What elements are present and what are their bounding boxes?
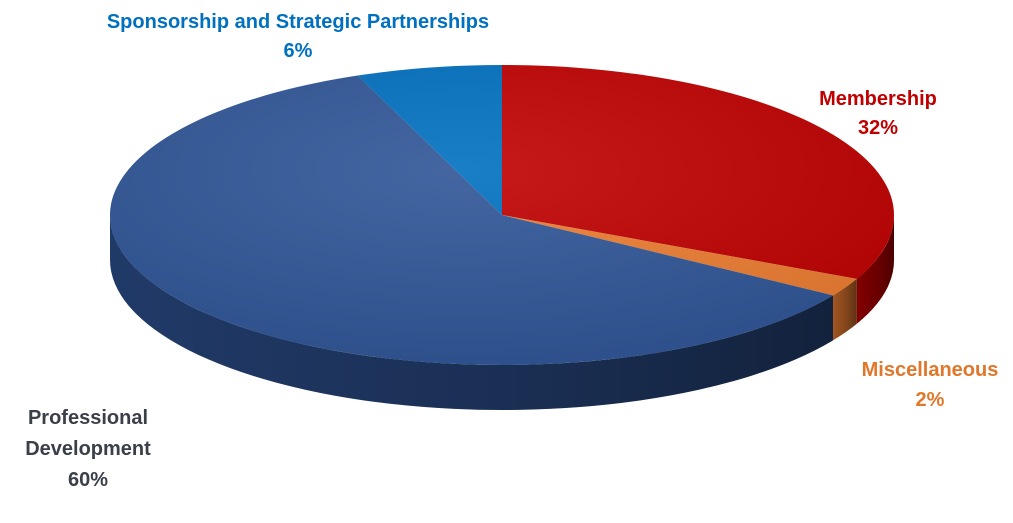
- label-professional-development-line2: Development: [25, 438, 151, 460]
- pie-side-shade-membership: [856, 215, 894, 324]
- label-miscellaneous-value: 2%: [916, 389, 945, 411]
- pie-top-sheen: [110, 65, 894, 365]
- label-sponsorship-value: 6%: [284, 40, 313, 62]
- pie-tops: [109, 65, 894, 366]
- label-miscellaneous-name: Miscellaneous: [862, 359, 999, 381]
- label-sponsorship-name: Sponsorship and Strategic Partnerships: [107, 11, 489, 33]
- label-professional-development-value: 60%: [68, 469, 108, 491]
- pie-side-shade-miscellaneous: [832, 278, 857, 341]
- pie-labels: Sponsorship and Strategic Partnerships 6…: [25, 11, 998, 491]
- pie-side-shade-professional-development: [110, 215, 833, 411]
- pie-sides: [110, 215, 894, 411]
- label-professional-development-line1: Professional: [28, 407, 148, 429]
- label-membership-name: Membership: [819, 88, 937, 110]
- label-membership-value: 32%: [858, 117, 898, 139]
